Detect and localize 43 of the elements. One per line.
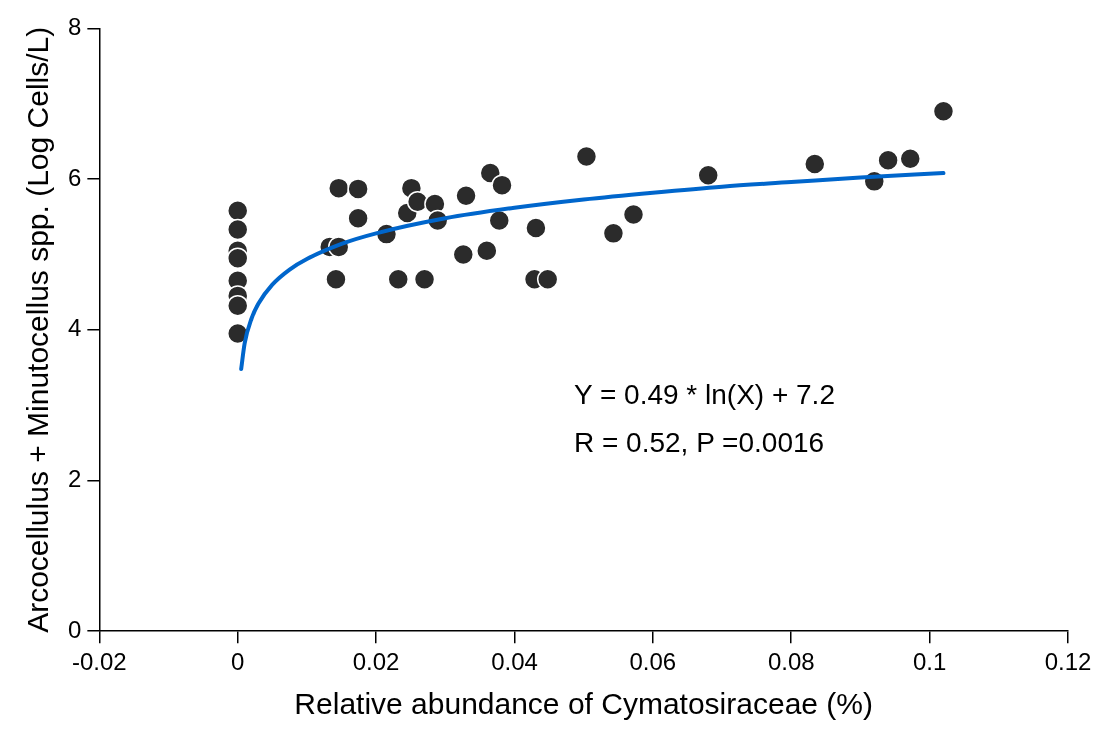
annotation: Y = 0.49 * ln(X) + 7.2 (573, 378, 835, 410)
x-tick-label: 0.06 (629, 648, 677, 676)
x-tick-label: 0.04 (491, 648, 538, 676)
point (575, 145, 598, 168)
x-tick-label: -0.02 (72, 648, 127, 676)
point (413, 268, 436, 291)
x-axis-title: Relative abundance of Cymatosiraceae (%) (294, 687, 873, 721)
point (226, 294, 249, 317)
point (804, 153, 826, 175)
point (452, 243, 475, 266)
y-tick-label: 8 (67, 13, 82, 41)
point (327, 177, 350, 199)
point (347, 207, 369, 230)
point (476, 239, 498, 262)
point (226, 247, 249, 269)
y-tick-label: 0 (67, 615, 82, 643)
point (877, 149, 899, 172)
point (932, 100, 955, 123)
point (387, 268, 409, 291)
y-tick-label: 4 (67, 314, 82, 342)
point (491, 174, 513, 196)
point (899, 148, 921, 170)
point (488, 209, 511, 232)
point (347, 178, 369, 200)
annotation: R = 0.52, P =0.0016 (573, 426, 825, 458)
y-axis-title: Arcocellulus + Minutocellus spp. (Log Cells/L) (21, 26, 55, 633)
point (536, 268, 559, 291)
point (406, 190, 429, 213)
y-tick-label: 6 (67, 163, 82, 191)
y-tick-label: 2 (67, 465, 82, 493)
x-tick-label: 0.12 (1044, 648, 1092, 676)
point (226, 200, 249, 222)
point (697, 164, 719, 187)
point (525, 217, 547, 239)
point (325, 268, 347, 291)
x-tick-label: 0.02 (352, 648, 400, 676)
x-tick-label: 0.08 (767, 648, 815, 676)
point (226, 218, 249, 241)
x-tick-label: 0.1 (912, 648, 947, 676)
point (602, 222, 625, 245)
point (622, 203, 645, 226)
point (455, 184, 477, 207)
x-tick-label: 0 (231, 648, 245, 676)
